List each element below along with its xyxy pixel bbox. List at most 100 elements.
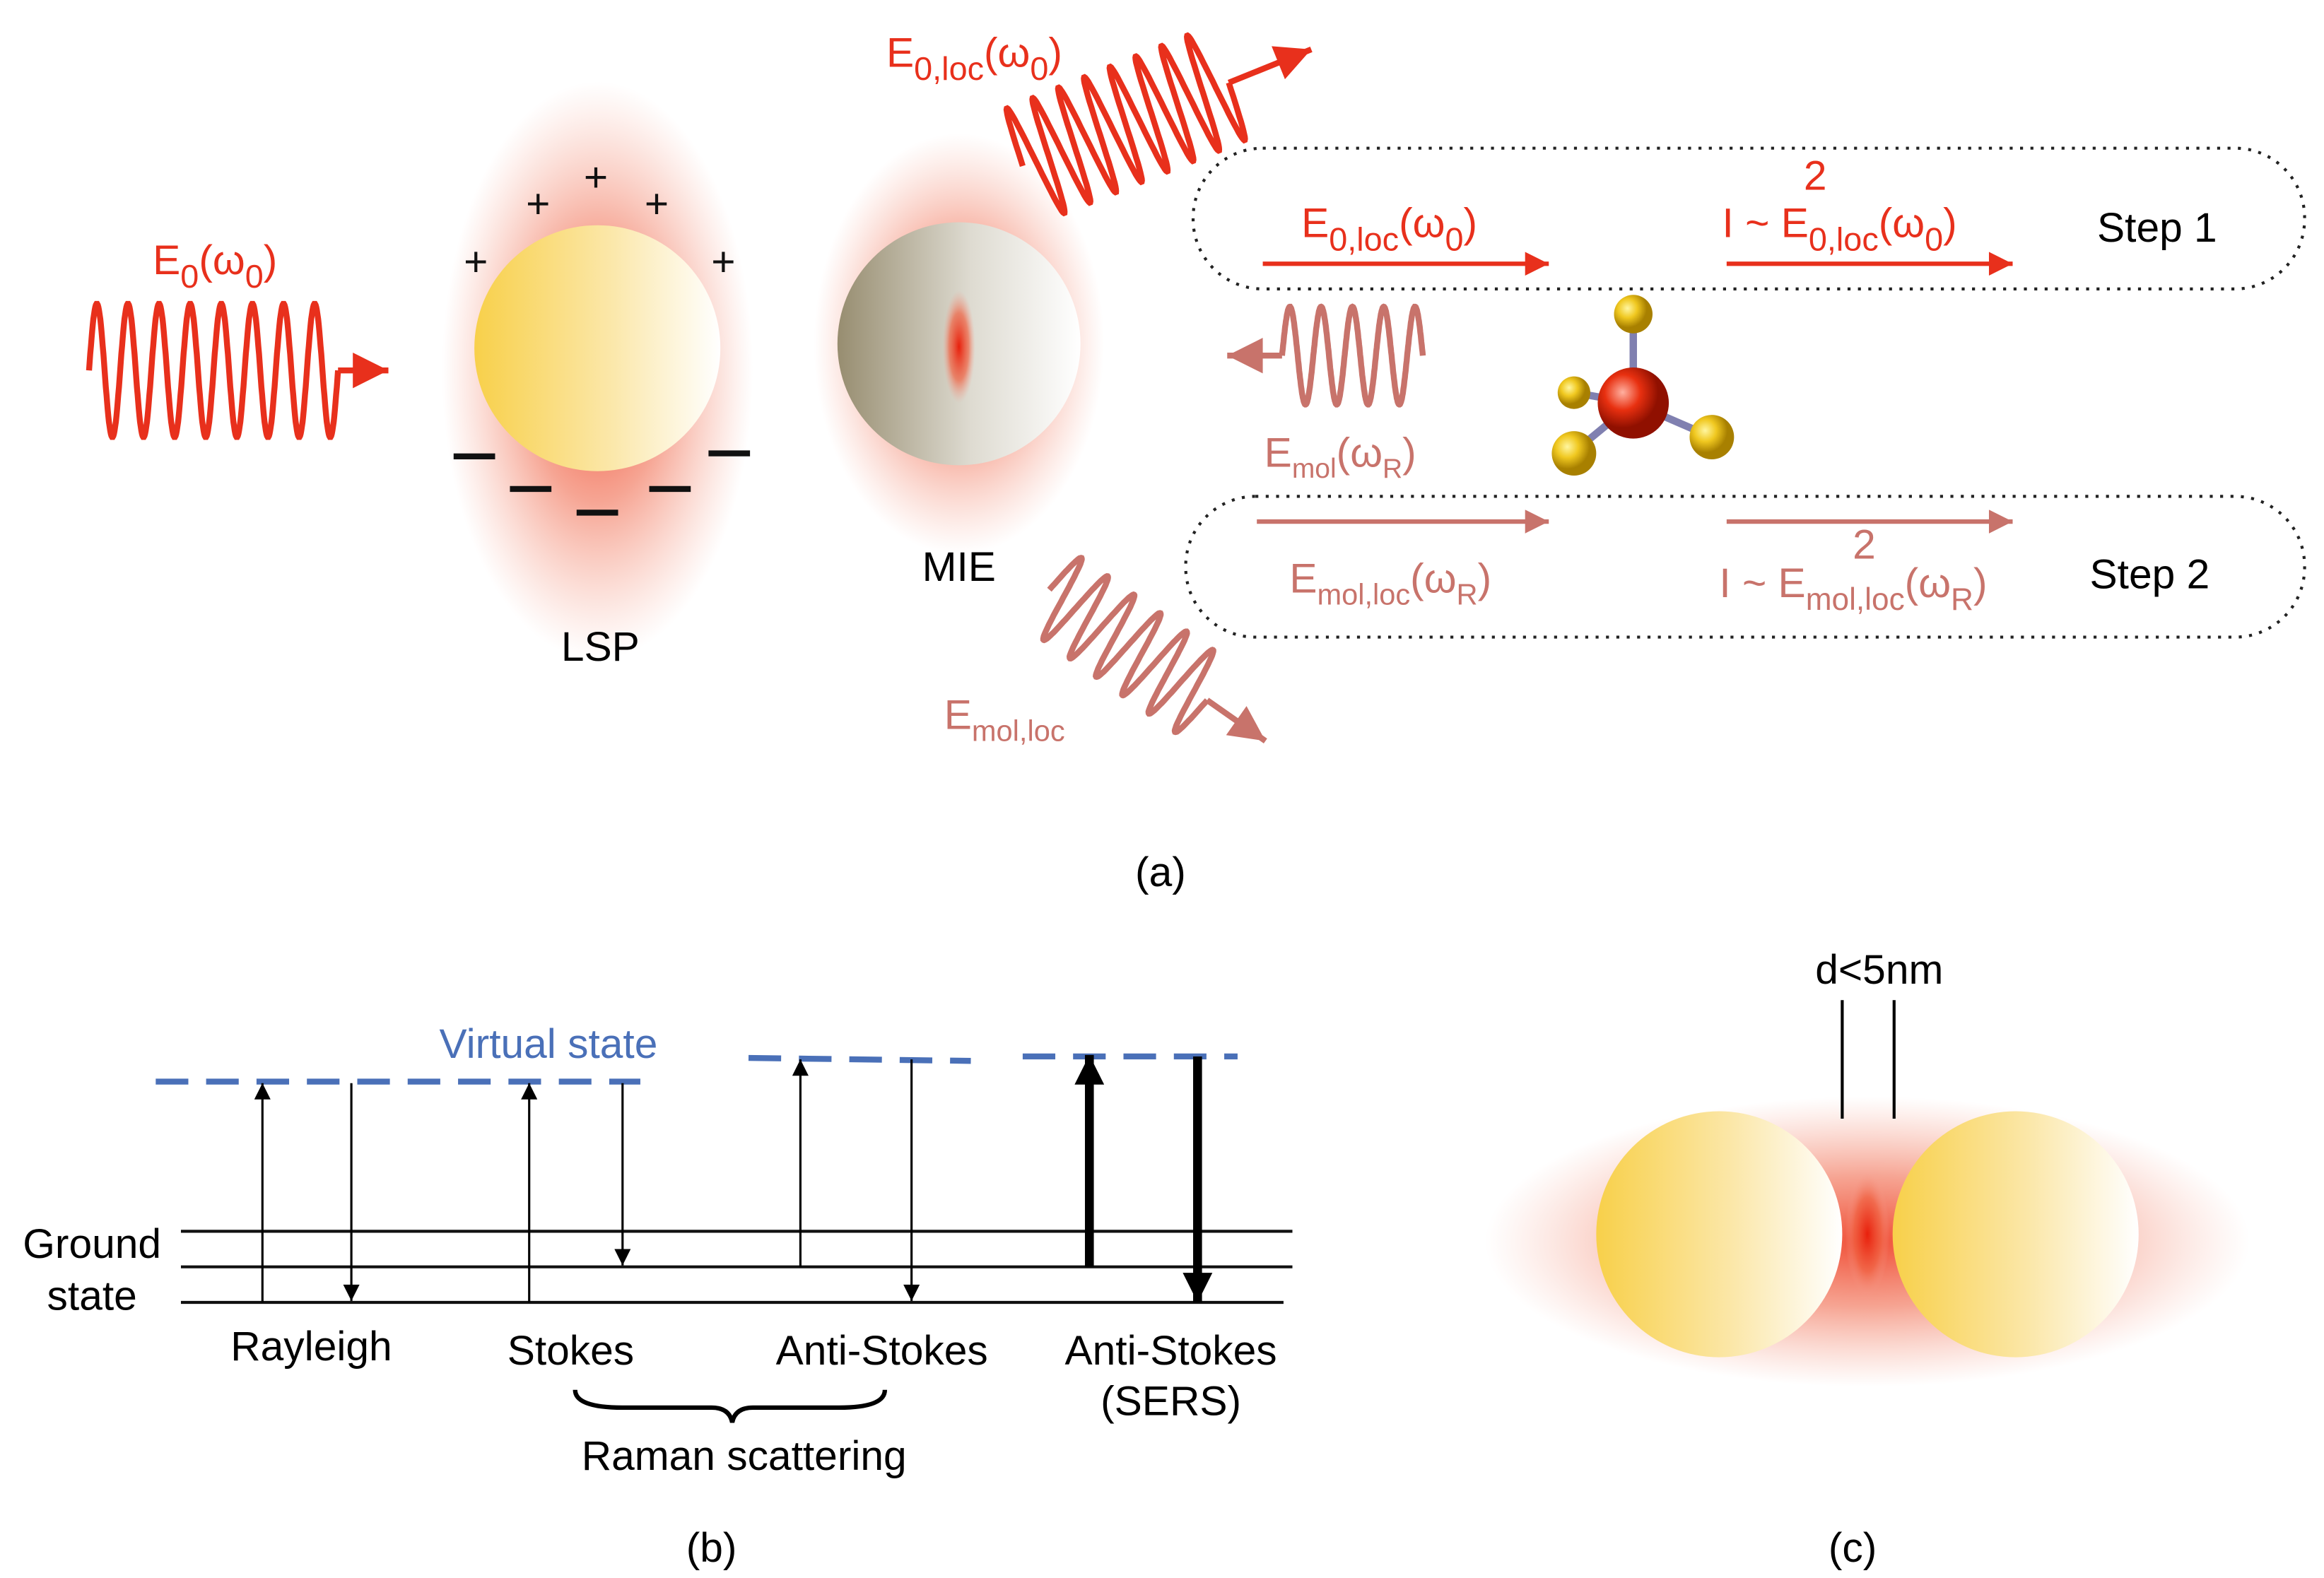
- label-part: ): [1973, 560, 1988, 606]
- nanoparticle: [1892, 1111, 2139, 1358]
- caption: (b): [686, 1525, 737, 1571]
- label-part: ): [1478, 556, 1492, 602]
- field-label: E0,loc(ω0): [1301, 200, 1477, 257]
- label-part: E: [1289, 556, 1317, 602]
- label-part: 0: [1030, 50, 1048, 87]
- atom: [1597, 367, 1669, 439]
- plus-sign: +: [584, 154, 608, 200]
- atom: [1557, 376, 1590, 409]
- field-label: E0,loc(ω0): [886, 30, 1062, 87]
- label-part: R: [1951, 582, 1973, 617]
- label-part: (ω: [1337, 430, 1383, 476]
- label-part: mol,loc: [972, 714, 1065, 747]
- process-label: Stokes: [507, 1328, 634, 1374]
- scattered-wave: [1040, 555, 1267, 743]
- incident-wave: [86, 300, 389, 440]
- label-part: (ω: [199, 237, 245, 283]
- plus-sign: +: [464, 239, 488, 285]
- virtual-state-label: Virtual state: [440, 1021, 658, 1067]
- gap-label: d<5nm: [1815, 947, 1943, 993]
- label-part: 0,loc: [1329, 220, 1399, 257]
- transition-arrows: [254, 1054, 1213, 1303]
- field-label: I ~ Emol,loc(ωR): [1719, 560, 1987, 617]
- wave: [1003, 32, 1248, 217]
- lsp-nanoparticle: [474, 225, 721, 471]
- ground-state-label: Ground: [23, 1221, 161, 1267]
- label-part: I ~ E: [1723, 200, 1809, 246]
- label-part: (ω: [984, 30, 1030, 76]
- exponent: 2: [1853, 522, 1876, 567]
- wave-arrow: [1227, 46, 1313, 86]
- label-part: (ω: [1879, 200, 1925, 246]
- gap-hot-spot: [1845, 1172, 1890, 1297]
- label-part: E: [1264, 430, 1292, 476]
- virtual-levels: [155, 1053, 1238, 1085]
- label-part: ): [1048, 30, 1062, 76]
- wave-arrow: [1205, 697, 1267, 743]
- wave: [86, 300, 341, 440]
- local-wave: [1003, 32, 1313, 217]
- energy-levels: [180, 1230, 1293, 1305]
- caption: (c): [1829, 1525, 1877, 1571]
- label-part: 0: [1925, 220, 1943, 257]
- caption: (a): [1135, 849, 1186, 895]
- step2-box: [1184, 495, 2306, 639]
- label-part: R: [1383, 454, 1402, 484]
- mie-hot-spot: [942, 290, 975, 404]
- label-part: (ω: [1410, 556, 1456, 602]
- exponent: 2: [1804, 153, 1827, 199]
- label-part: R: [1457, 577, 1478, 611]
- process-label: Rayleigh: [230, 1324, 392, 1370]
- brace: [573, 1389, 888, 1423]
- process-label: Anti-Stokes: [1065, 1328, 1277, 1374]
- label-part: ): [1402, 430, 1416, 476]
- ground-state-label: state: [47, 1273, 137, 1319]
- label-part: ): [1463, 200, 1477, 246]
- step2-label: Step 2: [2090, 551, 2210, 597]
- label-part: I ~ E: [1719, 560, 1805, 606]
- label-part: E: [1301, 200, 1329, 246]
- positive-charges: + + + + +: [464, 154, 735, 285]
- label-part: 0: [245, 258, 264, 295]
- label-part: mol,loc: [1806, 582, 1905, 617]
- field-label: I ~ E0,loc(ω0): [1723, 200, 1957, 257]
- process-label: (SERS): [1101, 1378, 1241, 1424]
- wave: [1279, 303, 1426, 408]
- label-part: 0: [1445, 220, 1463, 257]
- plus-sign: +: [711, 239, 735, 285]
- group-label: Raman scattering: [582, 1433, 907, 1479]
- atom: [1614, 295, 1653, 334]
- label-part: E: [153, 237, 180, 283]
- field-label: E0(ω0): [153, 237, 277, 295]
- mie-label: MIE: [922, 544, 996, 590]
- plus-sign: +: [526, 181, 550, 227]
- wave: [1040, 555, 1216, 736]
- label-part: 0,loc: [1809, 220, 1879, 257]
- lsp-label: LSP: [561, 624, 640, 670]
- label-part: mol: [1292, 454, 1337, 484]
- nanoparticle: [1596, 1111, 1843, 1358]
- step1-label: Step 1: [2097, 205, 2217, 251]
- process-label: Anti-Stokes: [776, 1328, 988, 1374]
- label-part: ): [1943, 200, 1957, 246]
- label-part: ): [264, 237, 278, 283]
- label-part: (ω: [1905, 560, 1951, 606]
- step1-box: [1191, 146, 2306, 290]
- label-part: (ω: [1399, 200, 1445, 246]
- molecular-wave: [1227, 303, 1426, 408]
- gap-markers: [1841, 1000, 1896, 1119]
- label-part: mol,loc: [1317, 577, 1410, 611]
- label-part: 0: [180, 258, 199, 295]
- atom: [1689, 415, 1735, 459]
- atom: [1551, 431, 1597, 476]
- field-label: Emol,loc(ωR): [1289, 556, 1491, 611]
- negative-charges: [453, 450, 751, 516]
- field-label: Emol(ωR): [1264, 430, 1416, 484]
- plus-sign: +: [645, 181, 669, 227]
- label-part: 0,loc: [914, 50, 984, 87]
- step-arrows: [1257, 252, 2013, 534]
- label-part: E: [886, 30, 914, 76]
- label-part: E: [944, 693, 972, 738]
